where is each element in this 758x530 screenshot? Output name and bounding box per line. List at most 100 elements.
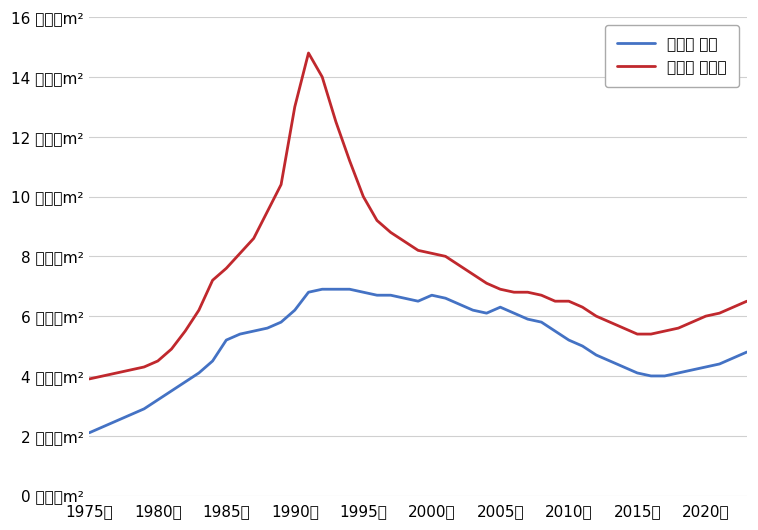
大分県 全用途 [386, 229, 395, 236]
大分県 全用途 [263, 208, 272, 215]
大分県 全用途 [606, 319, 615, 325]
大分県 住宅 [633, 370, 642, 376]
大分県 住宅 [372, 292, 381, 298]
大分県 住宅 [208, 358, 217, 364]
大分県 全用途 [550, 298, 559, 304]
大分県 住宅 [180, 379, 190, 385]
大分県 全用途 [509, 289, 518, 295]
大分県 全用途 [304, 50, 313, 56]
大分県 全用途 [592, 313, 601, 319]
大分県 全用途 [194, 307, 203, 313]
大分県 全用途 [715, 310, 724, 316]
大分県 住宅 [331, 286, 340, 293]
大分県 住宅 [85, 430, 94, 436]
大分県 住宅 [701, 364, 710, 370]
大分県 全用途 [139, 364, 149, 370]
大分県 住宅 [660, 373, 669, 379]
大分県 全用途 [633, 331, 642, 337]
大分県 全用途 [167, 346, 176, 352]
大分県 全用途 [126, 367, 135, 373]
Legend: 大分県 住宅, 大分県 全用途: 大分県 住宅, 大分県 全用途 [605, 25, 739, 87]
大分県 住宅 [318, 286, 327, 293]
大分県 住宅 [496, 304, 505, 311]
大分県 全用途 [277, 181, 286, 188]
大分県 住宅 [578, 343, 587, 349]
大分県 住宅 [619, 364, 628, 370]
大分県 全用途 [742, 298, 751, 304]
大分県 全用途 [728, 304, 738, 311]
大分県 住宅 [468, 307, 478, 313]
大分県 全用途 [564, 298, 573, 304]
大分県 住宅 [99, 423, 108, 430]
大分県 住宅 [688, 367, 697, 373]
大分県 全用途 [359, 193, 368, 200]
大分県 住宅 [592, 352, 601, 358]
大分県 住宅 [523, 316, 532, 322]
大分県 住宅 [537, 319, 546, 325]
大分県 全用途 [345, 157, 354, 164]
大分県 全用途 [222, 265, 231, 271]
大分県 全用途 [688, 319, 697, 325]
大分県 全用途 [537, 292, 546, 298]
大分県 住宅 [167, 388, 176, 394]
大分県 全用途 [428, 250, 437, 257]
大分県 住宅 [236, 331, 245, 337]
大分県 全用途 [619, 325, 628, 331]
大分県 住宅 [606, 358, 615, 364]
大分県 住宅 [153, 396, 162, 403]
大分県 全用途 [496, 286, 505, 293]
大分県 住宅 [550, 328, 559, 334]
大分県 全用途 [647, 331, 656, 337]
大分県 住宅 [126, 412, 135, 418]
大分県 全用途 [455, 262, 464, 269]
大分県 全用途 [180, 328, 190, 334]
大分県 住宅 [455, 301, 464, 307]
大分県 住宅 [222, 337, 231, 343]
大分県 住宅 [112, 418, 121, 424]
大分県 全用途 [85, 376, 94, 382]
大分県 住宅 [386, 292, 395, 298]
大分県 住宅 [290, 307, 299, 313]
大分県 全用途 [701, 313, 710, 319]
大分県 全用途 [249, 235, 258, 242]
大分県 全用途 [318, 74, 327, 80]
Line: 大分県 全用途: 大分県 全用途 [89, 53, 747, 379]
大分県 住宅 [441, 295, 450, 302]
大分県 住宅 [249, 328, 258, 334]
大分県 住宅 [399, 295, 409, 302]
大分県 住宅 [277, 319, 286, 325]
大分県 住宅 [345, 286, 354, 293]
大分県 住宅 [742, 349, 751, 355]
大分県 全用途 [482, 280, 491, 286]
大分県 全用途 [99, 373, 108, 379]
大分県 住宅 [715, 361, 724, 367]
大分県 住宅 [509, 310, 518, 316]
大分県 住宅 [194, 370, 203, 376]
大分県 住宅 [139, 405, 149, 412]
大分県 全用途 [441, 253, 450, 260]
大分県 全用途 [523, 289, 532, 295]
大分県 全用途 [331, 119, 340, 125]
大分県 全用途 [372, 217, 381, 224]
Line: 大分県 住宅: 大分県 住宅 [89, 289, 747, 433]
大分県 全用途 [290, 104, 299, 110]
大分県 住宅 [674, 370, 683, 376]
大分県 全用途 [399, 238, 409, 244]
大分県 住宅 [564, 337, 573, 343]
大分県 住宅 [359, 289, 368, 295]
大分県 全用途 [153, 358, 162, 364]
大分県 住宅 [414, 298, 423, 304]
大分県 全用途 [674, 325, 683, 331]
大分県 住宅 [428, 292, 437, 298]
大分県 全用途 [112, 370, 121, 376]
大分県 全用途 [578, 304, 587, 311]
大分県 住宅 [647, 373, 656, 379]
大分県 住宅 [304, 289, 313, 295]
大分県 住宅 [728, 355, 738, 361]
大分県 住宅 [263, 325, 272, 331]
大分県 全用途 [660, 328, 669, 334]
大分県 全用途 [414, 247, 423, 253]
大分県 全用途 [468, 271, 478, 278]
大分県 全用途 [236, 250, 245, 257]
大分県 全用途 [208, 277, 217, 284]
